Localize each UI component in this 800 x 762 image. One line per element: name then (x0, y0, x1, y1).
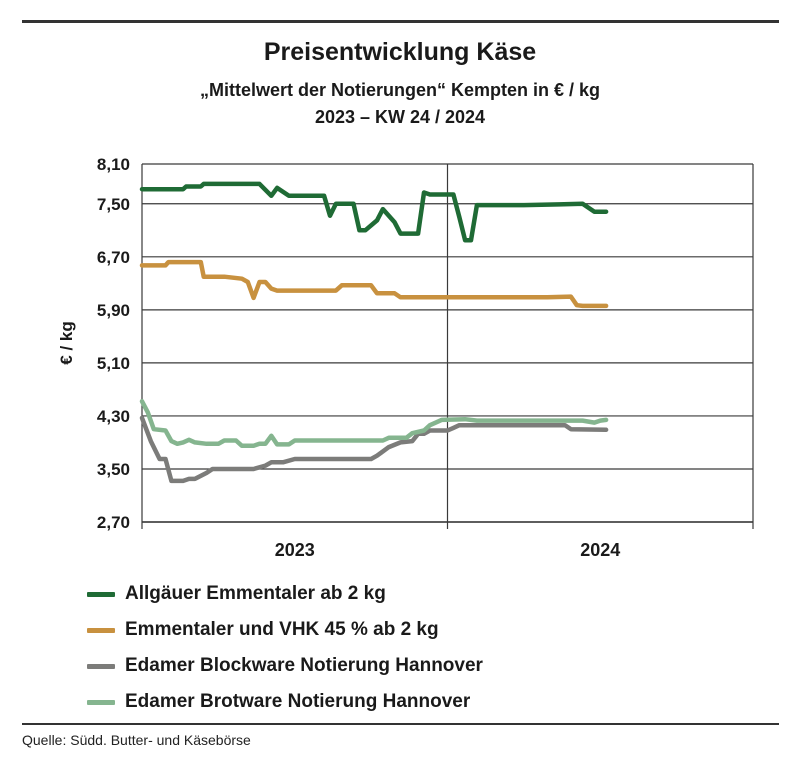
legend-swatch (87, 591, 115, 597)
line-chart: 2,70 3,50 4,30 5,10 5,90 6,70 7,50 8,10 2023 2024… (57, 155, 754, 560)
legend-label: Edamer Blockware Notierung Hannover (125, 655, 483, 676)
top-rule (22, 20, 779, 23)
y-tick-label: 6,70 (97, 248, 130, 267)
legend-label: Edamer Brotware Notierung Hannover (125, 691, 471, 712)
legend-label: Allgäuer Emmentaler ab 2 kg (125, 583, 386, 604)
y-tick-label: 5,90 (97, 301, 130, 320)
legend-swatch (87, 699, 115, 705)
y-tick-label: 8,10 (97, 155, 130, 174)
x-tick-label: 2024 (580, 540, 620, 560)
legend-item-1: Allgäuer Emmentaler ab 2 kg (87, 576, 483, 612)
y-tick-label: 5,10 (97, 354, 130, 373)
legend-item-4: Edamer Brotware Notierung Hannover (87, 684, 483, 720)
bottom-rule (22, 723, 779, 725)
legend-item-3: Edamer Blockware Notierung Hannover (87, 648, 483, 684)
series-line-1 (139, 181, 609, 243)
chart-period: 2023 – KW 24 / 2024 (314, 107, 486, 127)
series-line-3 (139, 415, 609, 484)
series-line-4 (139, 399, 609, 449)
legend-swatch (87, 627, 115, 633)
y-tick-label: 7,50 (97, 195, 130, 214)
y-axis-label: € / kg (57, 321, 76, 364)
y-tick-label: 4,30 (97, 407, 130, 426)
chart-legend: Allgäuer Emmentaler ab 2 kg Emmentaler un… (87, 576, 483, 720)
chart-subtitle: „Mittelwert der Notierungen“ Kempten in … (199, 80, 601, 100)
legend-item-2: Emmentaler und VHK 45 % ab 2 kg (87, 612, 483, 648)
chart-title: Preisentwicklung Käse (263, 38, 537, 66)
legend-swatch (87, 663, 115, 669)
source-note: Quelle: Südd. Butter- und Käsebörse (22, 732, 251, 748)
legend-label: Emmentaler und VHK 45 % ab 2 kg (125, 619, 439, 640)
series-line-2 (139, 259, 609, 309)
y-tick-label: 2,70 (97, 513, 130, 532)
x-tick-label: 2023 (275, 540, 315, 560)
y-tick-label: 3,50 (97, 460, 130, 479)
